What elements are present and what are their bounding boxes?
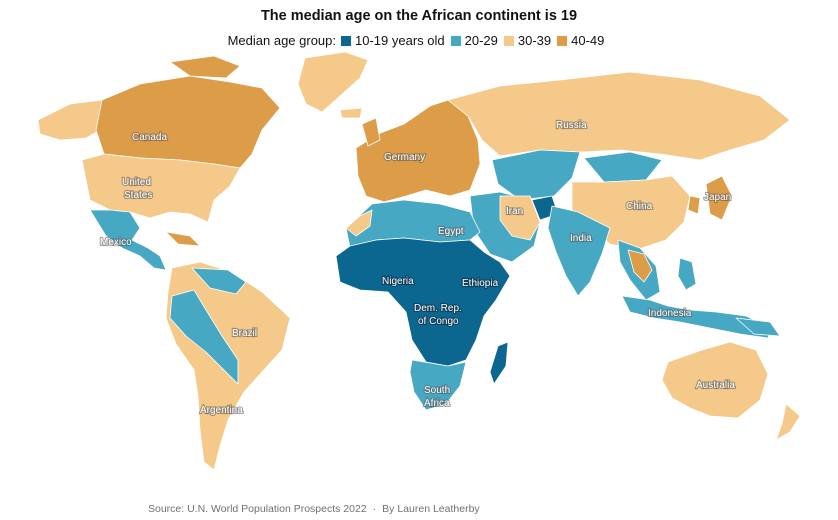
region-australia: [661, 341, 769, 419]
region-morocco: [345, 209, 373, 237]
label-argentina: Argentina: [200, 405, 243, 416]
legend-item-40-49: 40-49: [557, 33, 604, 48]
byline-text: By Lauren Leatherby: [382, 503, 480, 515]
label-south-africa-2: Africa: [424, 398, 450, 409]
legend-swatch-20-29: [450, 35, 461, 46]
region-mexico-central-america: [89, 209, 167, 271]
label-germany: Germany: [384, 152, 425, 163]
region-alaska: [37, 99, 105, 141]
label-iran: Iran: [506, 206, 523, 217]
separator-dot: ·: [372, 503, 377, 515]
region-southern-africa: [409, 359, 467, 411]
legend-label-40-49: 40-49: [571, 33, 605, 48]
region-thailand: [627, 249, 653, 283]
region-japan: [705, 175, 733, 221]
region-philippines: [677, 257, 697, 291]
legend-title: Median age group:: [227, 33, 337, 48]
legend-label-30-39: 30-39: [517, 33, 552, 48]
legend-label-20-29: 20-29: [464, 33, 498, 48]
region-iran-gulf: [499, 195, 541, 241]
label-united-states-1: United: [122, 177, 151, 188]
region-india: [547, 205, 611, 297]
label-south-africa-1: South: [424, 385, 450, 396]
region-madagascar: [489, 341, 509, 385]
legend-swatch-10-19: [341, 35, 352, 46]
legend: Median age group: 10-19 years old 20-29 …: [0, 33, 838, 48]
legend-label-10-19: 10-19 years old: [355, 33, 445, 48]
region-mongolia: [583, 151, 663, 183]
region-papua: [735, 317, 781, 337]
region-andes: [169, 289, 239, 385]
label-russia: Russia: [556, 120, 587, 131]
region-europe: [355, 99, 481, 203]
label-egypt: Egypt: [438, 226, 464, 237]
label-china: China: [626, 201, 653, 212]
label-japan: Japan: [704, 192, 731, 203]
label-ethiopia: Ethiopia: [462, 278, 499, 289]
label-mexico: Mexico: [100, 237, 132, 248]
region-uk-ireland: [361, 117, 381, 147]
region-russia: [447, 71, 791, 161]
region-venezuela-guyanas: [191, 267, 247, 295]
label-nigeria: Nigeria: [382, 276, 414, 287]
region-sub-saharan-africa: [335, 237, 511, 367]
label-canada: Canada: [132, 132, 167, 143]
label-australia: Australia: [696, 380, 735, 391]
legend-item-20-29: 20-29: [450, 33, 498, 48]
source-text: Source: U.N. World Population Prospects …: [148, 503, 367, 515]
label-united-states-2: States: [124, 190, 152, 201]
source-line: Source: U.N. World Population Prospects …: [148, 503, 480, 515]
legend-item-30-39: 30-39: [503, 33, 552, 48]
chart-title: The median age on the African continent …: [260, 8, 578, 24]
region-caribbean: [165, 231, 201, 247]
label-india: India: [570, 233, 592, 244]
label-drc-2: of Congo: [418, 316, 459, 327]
region-greenland: [297, 51, 369, 113]
label-indonesia: Indonesia: [648, 308, 692, 319]
region-canada: [95, 75, 281, 169]
region-new-zealand: [775, 403, 801, 441]
legend-swatch-40-49: [557, 35, 568, 46]
label-brazil: Brazil: [232, 328, 257, 339]
region-iceland: [339, 107, 363, 119]
legend-swatch-30-39: [503, 35, 514, 46]
region-korea: [687, 195, 701, 215]
legend-item-10-19: 10-19 years old: [341, 33, 445, 48]
label-drc-1: Dem. Rep.: [414, 303, 462, 314]
region-central-asia: [491, 149, 581, 201]
region-indonesia: [621, 295, 773, 339]
region-arctic-islands: [169, 55, 241, 79]
